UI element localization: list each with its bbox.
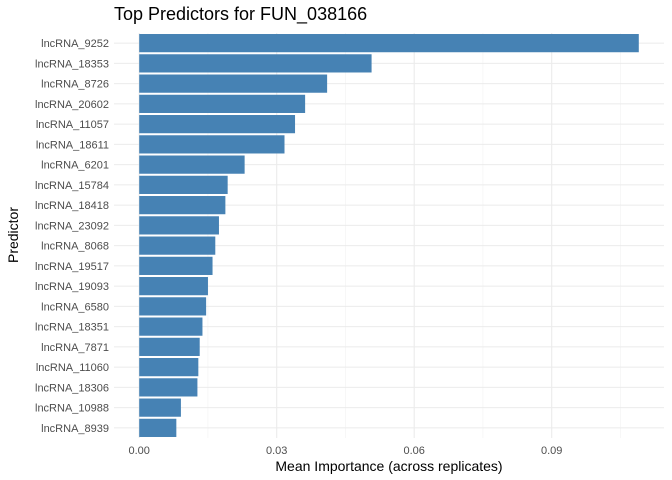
x-tick-label: 0.06: [403, 445, 424, 457]
bar-lncRNA_11060: [139, 358, 199, 377]
x-tick-label: 0.00: [128, 445, 149, 457]
bar-lncRNA_8726: [139, 74, 328, 93]
chart-title: Top Predictors for FUN_038166: [114, 4, 367, 25]
y-tick-label: lncRNA_8068: [41, 241, 109, 253]
y-tick-label: lncRNA_18611: [36, 139, 109, 151]
bar-lncRNA_15784: [139, 175, 228, 194]
bar-lncRNA_18418: [139, 196, 226, 215]
y-tick-label: lncRNA_18353: [35, 58, 109, 70]
bar-lncRNA_19093: [139, 277, 208, 296]
y-tick-label: lncRNA_6580: [41, 301, 109, 313]
gridlines: [114, 33, 664, 438]
y-tick-label: lncRNA_6201: [41, 160, 109, 172]
y-tick-label: lncRNA_19517: [35, 261, 109, 273]
y-tick-label: lncRNA_11060: [36, 362, 109, 374]
bar-lncRNA_18353: [139, 54, 372, 73]
bar-lncRNA_20602: [139, 94, 306, 113]
bar-lncRNA_23092: [139, 216, 219, 235]
bar-lncRNA_8939: [139, 418, 177, 437]
bars: [139, 34, 639, 437]
x-tick-label: 0.03: [266, 445, 287, 457]
bar-lncRNA_6201: [139, 155, 245, 174]
y-axis-title: Predictor: [5, 207, 21, 263]
bar-lncRNA_18611: [139, 135, 285, 154]
x-tick-labels: 0.00 0.03 0.06 0.09: [128, 445, 562, 457]
y-tick-label: lncRNA_18351: [35, 322, 109, 334]
y-tick-label: lncRNA_19093: [35, 281, 109, 293]
y-tick-label: lncRNA_15784: [35, 180, 109, 192]
y-tick-label: lncRNA_11057: [36, 119, 109, 131]
bar-lncRNA_9252: [139, 34, 639, 53]
y-tick-label: lncRNA_23092: [35, 220, 109, 232]
y-tick-labels: lncRNA_9252 lncRNA_18353 lncRNA_8726 lncRNA…: [35, 38, 109, 435]
bar-lncRNA_6580: [139, 297, 207, 316]
bar-lncRNA_8068: [139, 236, 216, 255]
bar-lncRNA_10988: [139, 398, 181, 417]
x-axis-title: Mean Importance (across replicates): [275, 458, 502, 474]
bar-lncRNA_7871: [139, 337, 200, 356]
y-tick-label: lncRNA_8939: [41, 423, 109, 435]
y-tick-label: lncRNA_18418: [35, 200, 109, 212]
y-tick-label: lncRNA_7871: [41, 342, 109, 354]
y-tick-label: lncRNA_18306: [35, 382, 109, 394]
y-tick-label: lncRNA_9252: [41, 38, 109, 50]
x-tick-label: 0.09: [541, 445, 562, 457]
y-tick-label: lncRNA_20602: [35, 99, 109, 111]
bar-lncRNA_18351: [139, 317, 203, 336]
bar-lncRNA_19517: [139, 256, 213, 275]
y-tick-label: lncRNA_10988: [35, 403, 109, 415]
bar-lncRNA_18306: [139, 378, 198, 397]
y-tick-label: lncRNA_8726: [41, 79, 109, 91]
bar-lncRNA_11057: [139, 115, 296, 134]
